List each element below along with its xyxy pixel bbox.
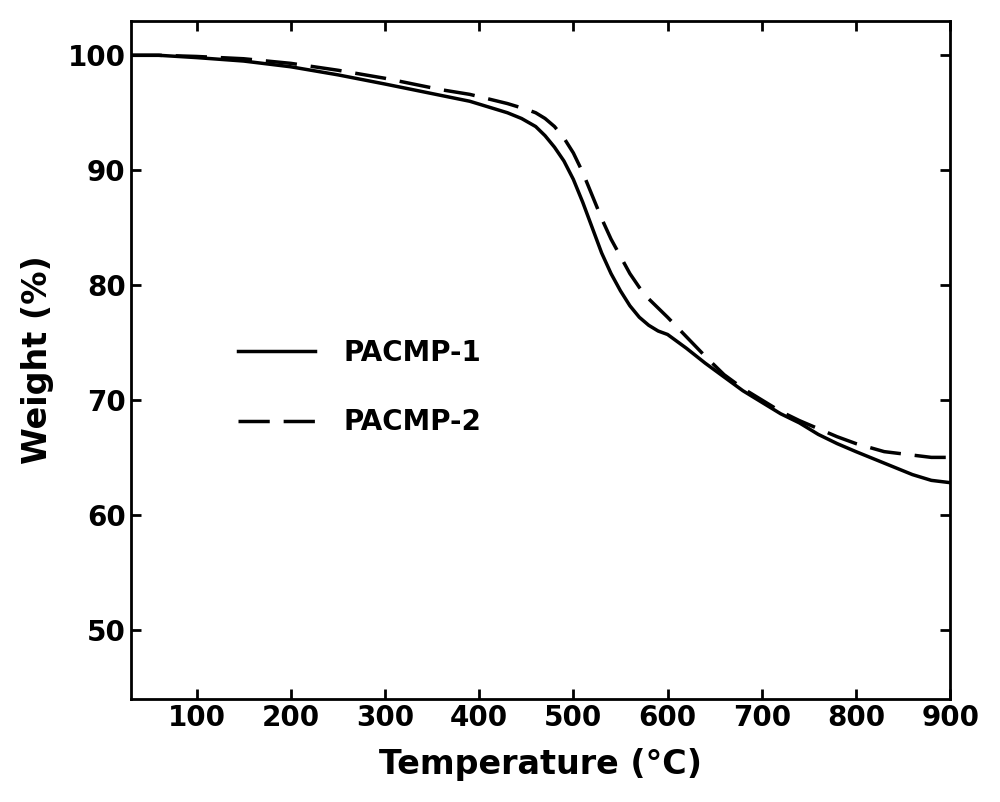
PACMP-1 (435, 91, 447, 100)
PACMP-1 (379, 79, 391, 89)
PACMP-2 (831, 432, 843, 442)
PACMP-2 (285, 59, 297, 68)
PACMP-2 (944, 452, 956, 462)
PACMP-2 (596, 213, 608, 223)
PACMP-1 (775, 409, 787, 419)
PACMP-1 (539, 131, 551, 140)
PACMP-2 (586, 191, 598, 200)
PACMP-2 (332, 66, 344, 75)
PACMP-2 (567, 148, 579, 158)
PACMP-1 (238, 56, 250, 66)
PACMP-1 (906, 470, 918, 480)
PACMP-2 (435, 85, 447, 95)
PACMP-2 (775, 407, 787, 416)
PACMP-1 (549, 143, 561, 152)
PACMP-1 (464, 96, 476, 106)
PACMP-1 (516, 114, 528, 124)
PACMP-2 (812, 423, 824, 433)
PACMP-1 (596, 248, 608, 257)
PACMP-2 (549, 122, 561, 132)
PACMP-2 (624, 269, 636, 278)
PACMP-2 (191, 51, 203, 61)
PACMP-1 (793, 418, 805, 427)
PACMP-2 (680, 332, 692, 342)
PACMP-1 (125, 51, 137, 60)
PACMP-1 (614, 286, 626, 296)
PACMP-1 (831, 439, 843, 448)
PACMP-1 (567, 175, 579, 184)
Legend: PACMP-1, PACMP-2: PACMP-1, PACMP-2 (226, 328, 492, 448)
Line: PACMP-2: PACMP-2 (131, 55, 950, 457)
PACMP-2 (662, 313, 674, 322)
PACMP-1 (191, 53, 203, 63)
X-axis label: Temperature (°C): Temperature (°C) (379, 748, 702, 781)
PACMP-1 (737, 386, 749, 395)
PACMP-2 (379, 74, 391, 83)
PACMP-2 (577, 168, 589, 177)
PACMP-1 (633, 313, 645, 322)
PACMP-2 (125, 51, 137, 60)
Line: PACMP-1: PACMP-1 (131, 55, 950, 483)
PACMP-2 (614, 252, 626, 261)
PACMP-2 (906, 450, 918, 460)
PACMP-2 (539, 114, 551, 124)
Y-axis label: Weight (%): Weight (%) (21, 255, 54, 464)
PACMP-2 (699, 351, 711, 361)
PACMP-2 (530, 108, 542, 118)
PACMP-2 (520, 104, 532, 114)
PACMP-2 (878, 447, 890, 456)
PACMP-1 (850, 447, 862, 456)
PACMP-2 (652, 303, 664, 313)
PACMP-2 (643, 294, 655, 304)
PACMP-2 (407, 79, 419, 89)
PACMP-2 (793, 415, 805, 425)
PACMP-2 (850, 439, 862, 448)
PACMP-2 (238, 54, 250, 63)
PACMP-1 (332, 70, 344, 79)
PACMP-2 (633, 282, 645, 292)
PACMP-1 (699, 358, 711, 368)
PACMP-2 (605, 234, 617, 244)
PACMP-2 (737, 383, 749, 393)
PACMP-1 (530, 122, 542, 132)
PACMP-1 (605, 269, 617, 278)
PACMP-2 (718, 370, 730, 379)
PACMP-2 (464, 90, 476, 99)
PACMP-1 (643, 321, 655, 330)
PACMP-1 (925, 476, 937, 485)
PACMP-1 (558, 156, 570, 166)
PACMP-1 (878, 458, 890, 468)
PACMP-1 (153, 51, 165, 60)
PACMP-1 (680, 343, 692, 353)
PACMP-1 (812, 430, 824, 439)
PACMP-1 (501, 108, 513, 118)
PACMP-1 (624, 301, 636, 310)
PACMP-2 (756, 395, 768, 405)
PACMP-2 (153, 51, 165, 60)
PACMP-2 (558, 133, 570, 143)
PACMP-2 (501, 99, 513, 108)
PACMP-1 (718, 372, 730, 382)
PACMP-1 (577, 197, 589, 207)
PACMP-1 (662, 330, 674, 339)
PACMP-1 (407, 85, 419, 95)
PACMP-1 (483, 102, 495, 111)
PACMP-1 (285, 62, 297, 71)
PACMP-1 (586, 223, 598, 233)
PACMP-1 (944, 478, 956, 488)
PACMP-1 (652, 326, 664, 336)
PACMP-2 (925, 452, 937, 462)
PACMP-1 (756, 398, 768, 407)
PACMP-2 (483, 94, 495, 103)
